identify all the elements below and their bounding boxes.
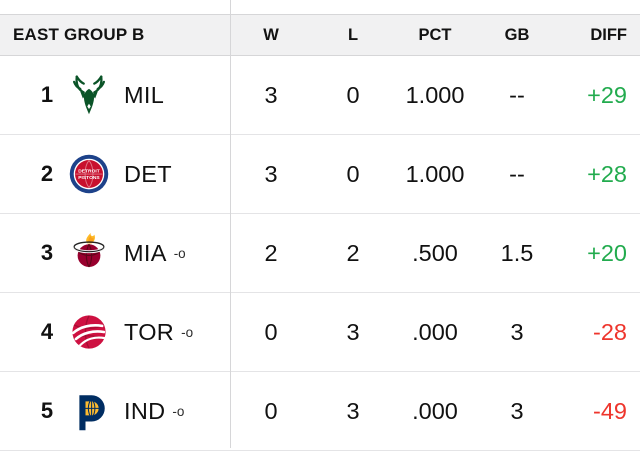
gb-value: 1.5	[500, 239, 534, 266]
table-row[interactable]: 3 MIA -o 2 2 .500 1.5 +20	[0, 214, 640, 293]
pacers-logo	[79, 395, 105, 431]
column-header-w: W	[263, 25, 279, 44]
diff-value: -49	[593, 397, 627, 424]
table-row[interactable]: 2 DETROIT PISTONS DET 3 0 1.000 -- +28	[0, 135, 640, 214]
diff-value: +20	[587, 239, 627, 266]
column-header-l: L	[347, 25, 359, 44]
losses-value: 3	[346, 397, 360, 424]
stat-cells: 3 0 1.000 -- +28	[230, 161, 640, 188]
team-logo	[67, 310, 111, 354]
team-cell: 5 IND -o	[0, 389, 230, 433]
pct-value: 1.000	[405, 81, 465, 108]
svg-text:PISTONS: PISTONS	[78, 175, 100, 181]
team-abbr: IND	[124, 397, 166, 424]
rank-label: 4	[40, 319, 54, 344]
team-cell: 1 MIL	[0, 73, 230, 117]
wins-value: 3	[264, 160, 278, 187]
losses-value: 2	[346, 239, 360, 266]
wins-value: 2	[264, 239, 278, 266]
diff-value: -28	[593, 318, 627, 345]
table-row[interactable]: 4 TOR -o 0 3 .000 3 -28	[0, 293, 640, 372]
pct-value: .000	[412, 318, 458, 345]
team-suffix: -o	[172, 403, 185, 419]
table-row[interactable]: 1 MIL 3 0 1.000 -- +29	[0, 56, 640, 135]
top-spacer	[0, 0, 640, 14]
wins-value: 3	[264, 81, 278, 108]
heat-logo	[72, 232, 106, 268]
gb-value: --	[509, 160, 525, 187]
team-logo	[67, 73, 111, 117]
team-abbr: TOR	[124, 318, 175, 345]
raptors-logo	[71, 315, 106, 349]
stat-cells: 3 0 1.000 -- +29	[230, 82, 640, 109]
stat-cells: 2 2 .500 1.5 +20	[230, 240, 640, 267]
gb-value: --	[509, 81, 525, 108]
column-header-pct: PCT	[418, 25, 452, 44]
wins-value: 0	[264, 397, 278, 424]
gb-value: 3	[510, 397, 524, 424]
pct-value: .000	[412, 397, 458, 424]
losses-value: 0	[346, 160, 360, 187]
team-cell: 4 TOR -o	[0, 310, 230, 354]
standings-header-row: EAST GROUP B W L PCT GB DIFF	[0, 14, 640, 56]
standings-rows: 1 MIL 3 0 1.000 -- +29 2	[0, 56, 640, 451]
column-header-diff: DIFF	[590, 25, 627, 44]
group-title: EAST GROUP B	[13, 25, 145, 44]
bucks-logo	[72, 75, 106, 115]
pct-value: .500	[412, 239, 458, 266]
rank-label: 5	[40, 398, 54, 423]
column-header-gb: GB	[504, 25, 530, 44]
team-suffix: -o	[173, 245, 186, 261]
losses-value: 0	[346, 81, 360, 108]
diff-value: +28	[587, 160, 627, 187]
team-suffix: -o	[181, 324, 194, 340]
team-logo	[67, 231, 111, 275]
team-abbr: DET	[124, 160, 172, 187]
rank-label: 2	[40, 161, 54, 186]
rank-label: 1	[40, 82, 54, 107]
pistons-logo: DETROIT PISTONS	[69, 154, 109, 194]
stat-cells: 0 3 .000 3 -49	[230, 398, 640, 425]
rank-label: 3	[40, 240, 54, 265]
pct-value: 1.000	[405, 160, 465, 187]
column-divider	[230, 0, 231, 448]
team-abbr: MIA	[124, 239, 167, 266]
team-cell: 3 MIA -o	[0, 231, 230, 275]
stat-column-headers: W L PCT GB DIFF	[230, 26, 640, 45]
svg-text:DETROIT: DETROIT	[78, 169, 99, 175]
stat-cells: 0 3 .000 3 -28	[230, 319, 640, 346]
team-cell: 2 DETROIT PISTONS DET	[0, 152, 230, 196]
wins-value: 0	[264, 318, 278, 345]
team-logo: DETROIT PISTONS	[67, 152, 111, 196]
team-logo	[67, 389, 111, 433]
diff-value: +29	[587, 81, 627, 108]
table-row[interactable]: 5 IND -o 0 3 .000 3 -49	[0, 372, 640, 451]
team-abbr: MIL	[124, 81, 165, 108]
gb-value: 3	[510, 318, 524, 345]
losses-value: 3	[346, 318, 360, 345]
